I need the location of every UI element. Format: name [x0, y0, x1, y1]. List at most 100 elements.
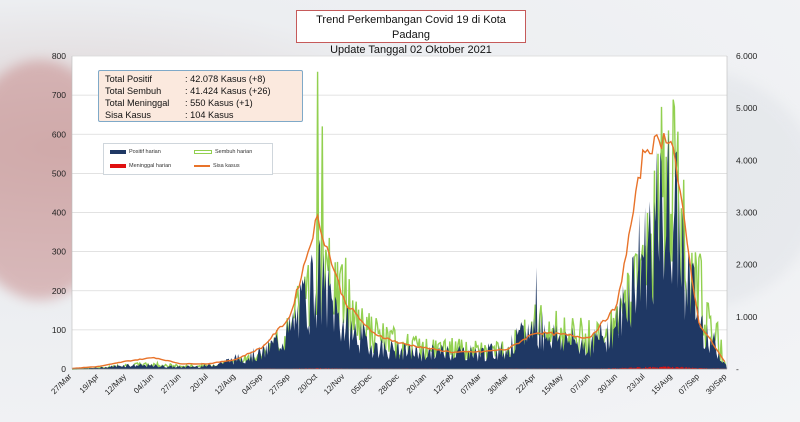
bar-meninggal — [681, 366, 683, 369]
bar-meninggal — [660, 366, 662, 369]
bar-meninggal — [694, 368, 696, 369]
summary-row-positif: Total Positif: 42.078 Kasus (+8) — [105, 74, 266, 84]
x-tick-label: 12/Aug — [213, 372, 237, 396]
x-axis: 27/Mar 19/Apr 12/May 04/Jun 27/Jun 20/Jul 12/A… — [49, 372, 728, 397]
x-tick-label: 27/Sep — [267, 372, 292, 397]
bar-meninggal — [642, 367, 644, 369]
sisa-line — [71, 133, 726, 370]
y-right-tick-label: 3.000 — [736, 208, 758, 218]
bar-meninggal — [653, 367, 655, 369]
bar-meninggal — [684, 367, 687, 369]
bar-meninggal — [639, 367, 641, 369]
y-right-tick-label: 1.000 — [736, 312, 758, 322]
bar-meninggal — [621, 367, 623, 369]
bar-meninggal — [656, 367, 658, 369]
bar-meninggal — [686, 367, 688, 369]
y-right-tick-label: 4.000 — [736, 155, 758, 165]
bar-meninggal — [328, 368, 330, 369]
bar-meninggal — [662, 366, 664, 369]
bar-meninggal — [673, 368, 675, 369]
chart-title-line2: Update Tanggal 02 Oktober 2021 — [330, 44, 492, 56]
bar-meninggal — [655, 367, 657, 369]
bar-meninggal — [666, 367, 668, 369]
bar-meninggal — [700, 368, 702, 369]
bar-meninggal — [607, 368, 609, 369]
bar-meninggal — [703, 368, 705, 369]
bar-meninggal — [649, 366, 651, 369]
bar-meninggal — [669, 367, 671, 369]
bar-meninggal — [316, 367, 318, 369]
y-left-tick-label: 400 — [52, 208, 66, 218]
x-tick-label: 12/Feb — [432, 372, 456, 396]
x-tick-label: 23/Jul — [625, 372, 647, 394]
legend-item-sembuh: Sembuh harian — [194, 149, 252, 155]
bar-meninggal — [652, 366, 654, 369]
bar-meninggal — [632, 368, 634, 369]
positif-area — [72, 132, 727, 369]
bar-meninggal — [663, 366, 666, 369]
y-axis-left: 0 100 200 300 400 500 600 700 800 — [52, 51, 727, 374]
bar-meninggal — [661, 366, 663, 369]
positif-series — [72, 132, 727, 369]
bar-meninggal — [695, 367, 697, 369]
chart-title: Trend Perkembangan Covid 19 di Kota Pada… — [296, 10, 526, 56]
bar-meninggal — [625, 367, 627, 369]
y-left-tick-label: 700 — [52, 90, 66, 100]
x-tick-label: 05/Dec — [349, 372, 373, 396]
y-axis-right: - 1.000 2.000 3.000 4.000 5.000 6.000 — [726, 51, 758, 374]
x-tick-label: 30/Sep — [704, 372, 729, 397]
bar-meninggal — [638, 367, 640, 369]
x-tick-label: 04/Jun — [132, 372, 155, 395]
x-tick-label: 30/Jun — [596, 372, 619, 395]
summary-row-meninggal: Total Meninggal: 550 Kasus (+1) — [105, 98, 253, 108]
legend-item-sisa: Sisa kasus — [194, 163, 240, 169]
y-left-tick-label: 0 — [61, 364, 66, 374]
y-left-tick-label: 100 — [52, 325, 66, 335]
chart-title-line1: Trend Perkembangan Covid 19 di Kota Pada… — [316, 14, 506, 41]
bar-meninggal — [705, 368, 708, 369]
y-right-tick-label: - — [736, 364, 739, 374]
x-tick-label: 27/Jun — [159, 372, 182, 395]
bar-meninggal — [317, 368, 319, 369]
y-left-tick-label: 800 — [52, 51, 66, 61]
x-tick-label: 22/Apr — [514, 372, 537, 395]
bar-meninggal — [319, 368, 322, 369]
bar-meninggal — [650, 368, 653, 369]
bar-meninggal — [665, 366, 667, 369]
summary-row-sembuh: Total Sembuh: 41.424 Kasus (+26) — [105, 86, 271, 96]
x-tick-label: 12/Nov — [322, 372, 346, 396]
x-tick-label: 15/Aug — [650, 372, 674, 396]
bar-meninggal — [646, 368, 648, 369]
bar-meninggal — [698, 368, 701, 369]
bar-meninggal — [628, 367, 630, 369]
legend-swatch-sembuh — [194, 150, 212, 154]
bar-meninggal — [629, 367, 632, 369]
bar-meninggal — [679, 367, 681, 369]
y-right-tick-label: 2.000 — [736, 260, 758, 270]
bar-meninggal — [614, 367, 616, 369]
legend-item-meninggal: Meninggal harian — [110, 163, 171, 169]
x-tick-label: 20/Jan — [405, 372, 428, 395]
bar-meninggal — [634, 368, 636, 369]
bar-meninggal — [693, 368, 695, 369]
legend-swatch-positif — [110, 150, 126, 154]
bar-meninggal — [622, 368, 625, 369]
bar-meninggal — [619, 368, 621, 369]
summary-box: Total Positif: 42.078 Kasus (+8) Total S… — [98, 70, 303, 122]
y-left-tick-label: 600 — [52, 129, 66, 139]
bar-meninggal — [648, 367, 650, 369]
bar-meninggal — [677, 367, 680, 369]
y-left-tick-label: 200 — [52, 286, 66, 296]
bar-meninggal — [701, 367, 703, 369]
bar-meninggal — [627, 368, 629, 369]
x-tick-label: 28/Dec — [377, 372, 401, 396]
x-tick-label: 30/Mar — [486, 372, 510, 396]
x-tick-label: 20/Jul — [188, 372, 210, 394]
sisa-series — [71, 133, 726, 370]
bar-meninggal — [633, 367, 635, 369]
bar-meninggal — [680, 367, 682, 369]
bar-meninggal — [635, 367, 637, 369]
chart-legend: Positif harian Sembuh harian Meninggal h… — [103, 143, 273, 175]
y-left-tick-label: 300 — [52, 247, 66, 257]
